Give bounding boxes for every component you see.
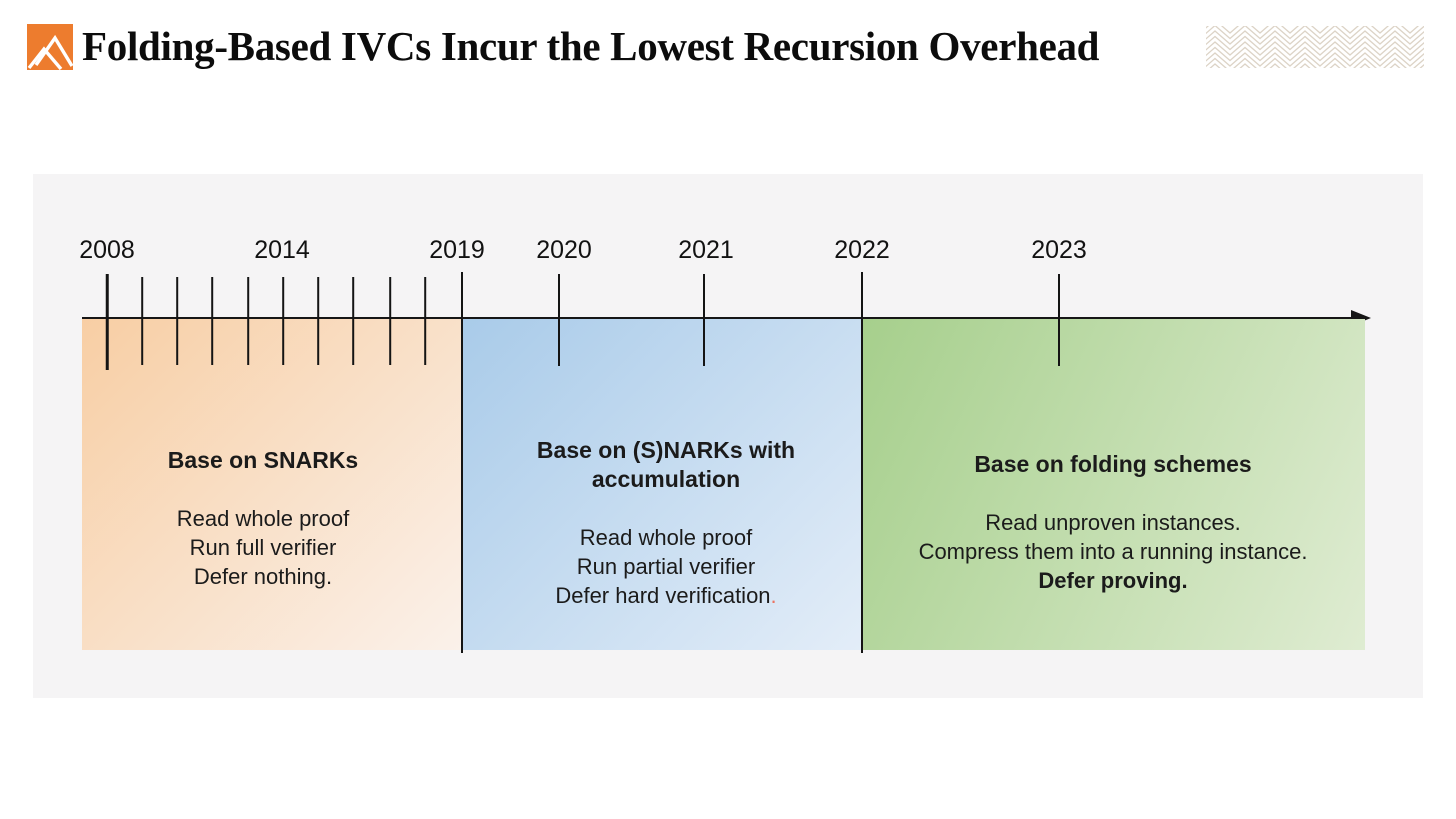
era-body-line: Defer hard verification. [555,583,777,608]
era-text-accumulation: Base on (S)NARKs with accumulation Read wh… [466,436,866,610]
mountain-logo-icon [27,24,73,70]
tick-minor [352,277,354,365]
year-label-2014: 2014 [254,236,310,264]
timeline-panel: 2008 2014 2019 2020 2021 2022 2023 Base on SNAR… [33,174,1423,698]
era-heading: Base on (S)NARKs with [536,437,796,463]
era-body-line: Defer proving. [1038,568,1188,593]
era-body-line: Read whole proof [176,506,350,531]
era-body-line: Compress them into a running instance. [918,539,1308,564]
herringbone-pattern-decoration [1206,26,1424,68]
year-label-2021: 2021 [678,236,734,264]
tick-boundary [460,272,463,653]
tick-minor [389,277,391,365]
tick-minor [247,277,249,365]
tick-medium [558,274,560,366]
tick-medium [703,274,705,366]
tick-minor [141,277,143,365]
era-body-line: Read whole proof [579,525,753,550]
era-heading: Base on SNARKs [167,447,359,473]
year-label-2022: 2022 [834,236,890,264]
year-label-2020: 2020 [536,236,592,264]
tick-major [105,274,109,370]
tick-minor [317,277,319,365]
era-text-snarks: Base on SNARKs Read whole proof Run full v… [83,446,443,591]
era-region-accumulation [461,319,861,650]
spacer [858,479,1368,508]
era-body-line: Defer nothing. [193,564,333,589]
era-region-folding [861,319,1365,650]
tick-minor [282,277,284,365]
era-body-line: Run partial verifier [576,554,756,579]
era-body-line: Read unproven instances. [985,510,1241,535]
tick-minor [424,277,426,365]
year-label-2008: 2008 [79,236,135,264]
era-region-snarks [82,319,461,650]
era-body-line: Run full verifier [189,535,337,560]
tick-boundary [860,272,863,653]
tick-minor [211,277,213,365]
accent-period: . [770,583,777,608]
era-heading: accumulation [591,466,741,492]
spacer [466,494,866,523]
year-label-2023: 2023 [1031,236,1087,264]
tick-minor [176,277,178,365]
timeline-axis [82,317,1354,320]
era-heading: Base on folding schemes [974,451,1252,477]
page-title: Folding-Based IVCs Incur the Lowest Recu… [82,23,1100,69]
year-label-2019: 2019 [429,236,485,264]
tick-medium [1058,274,1060,366]
era-text-folding: Base on folding schemes Read unproven ins… [858,450,1368,595]
spacer [83,475,443,504]
